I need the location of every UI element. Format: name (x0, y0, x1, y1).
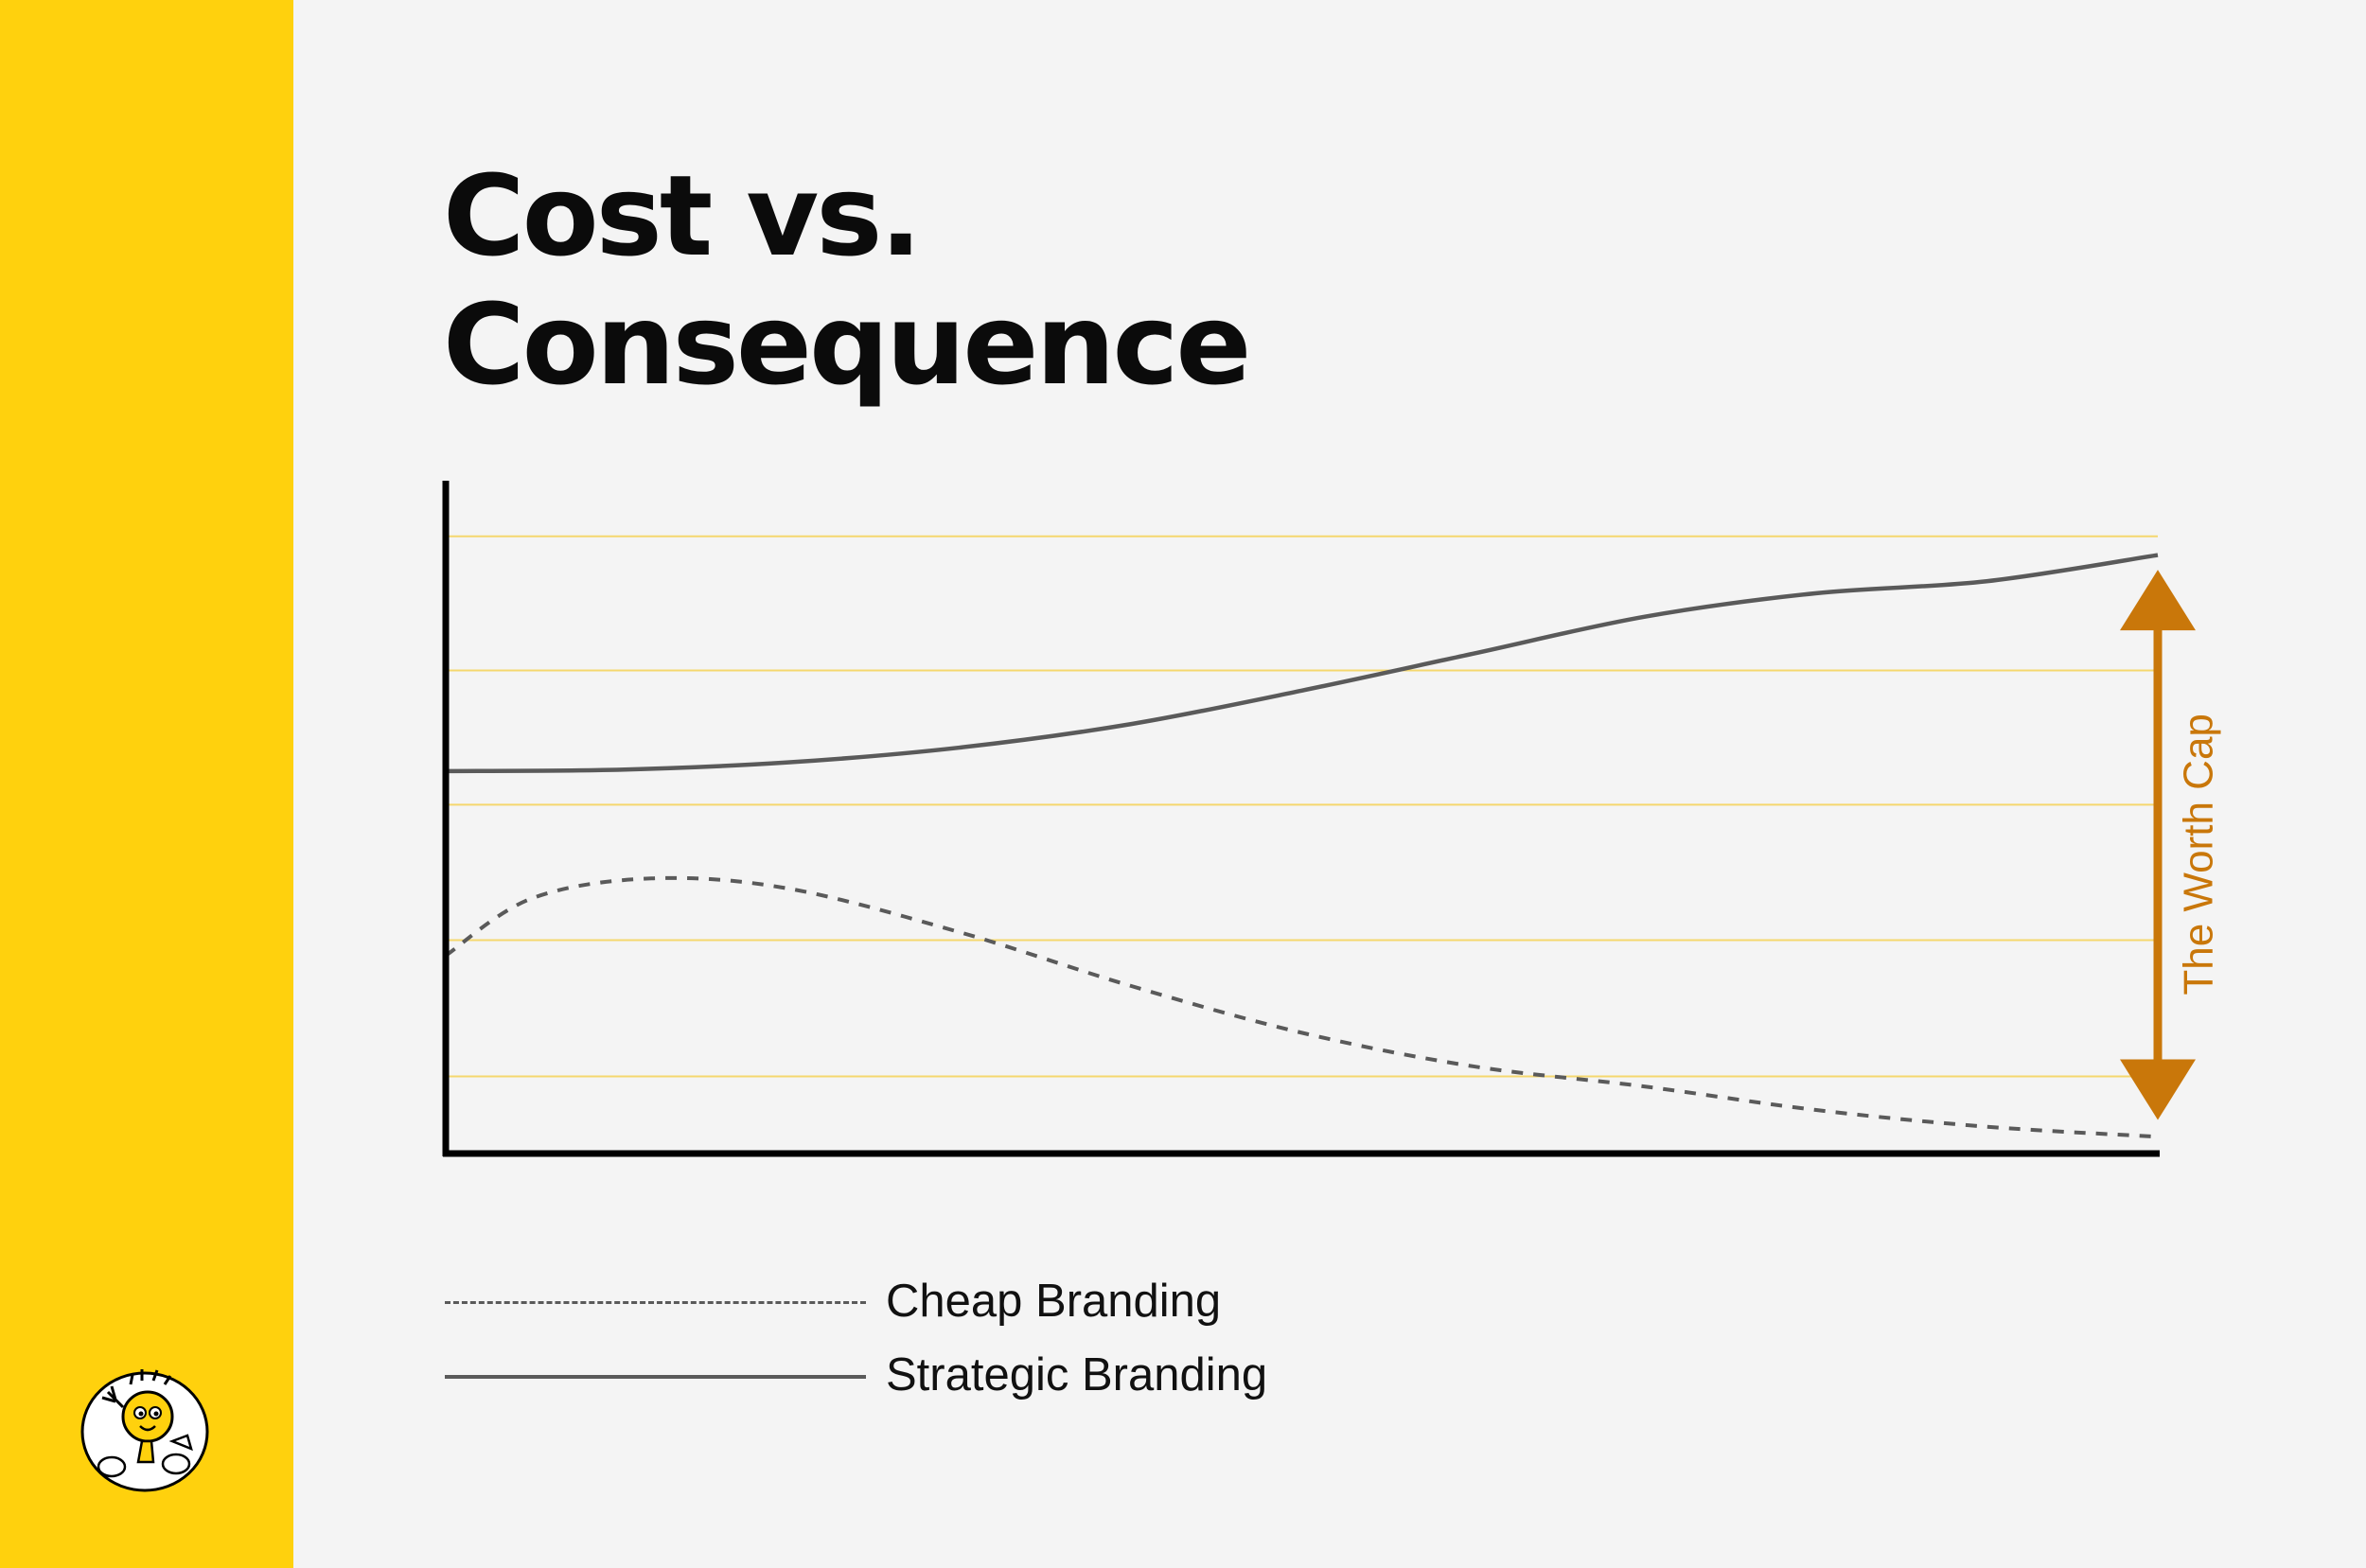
yellow-sidebar (0, 0, 293, 1568)
worth-cap-arrow-head-up (2120, 570, 2196, 631)
legend-item-strategic-branding: Strategic Branding (445, 1347, 1391, 1403)
series-line-cheap-branding (444, 875, 2159, 1139)
series-line-strategic-branding (445, 553, 2159, 774)
worth-cap-label: The Worth Cap (2176, 714, 2222, 995)
title-line-1: Cost vs. (443, 150, 922, 281)
chart-gridlines (446, 535, 2158, 1078)
chart-series (444, 553, 2159, 1139)
legend-label-strategic-branding: Strategic Branding (886, 1349, 1268, 1401)
legend-swatch-dashed (445, 1301, 866, 1304)
legend-swatch-solid (445, 1375, 866, 1379)
title-line-2: Consequence (443, 279, 1251, 410)
legend-label-cheap-branding: Cheap Branding (886, 1276, 1222, 1327)
chart-axes (442, 481, 2160, 1157)
worth-cap-annotation: The Worth Cap (2120, 570, 2222, 1120)
legend-item-cheap-branding: Cheap Branding (445, 1273, 1391, 1330)
worth-cap-arrow-head-down (2120, 1059, 2196, 1120)
page-title: Cost vs. Consequence (443, 150, 1251, 410)
chart-legend: Cheap Branding Strategic Branding (445, 1273, 1391, 1424)
lightbulb-mascot-icon (80, 1369, 209, 1492)
